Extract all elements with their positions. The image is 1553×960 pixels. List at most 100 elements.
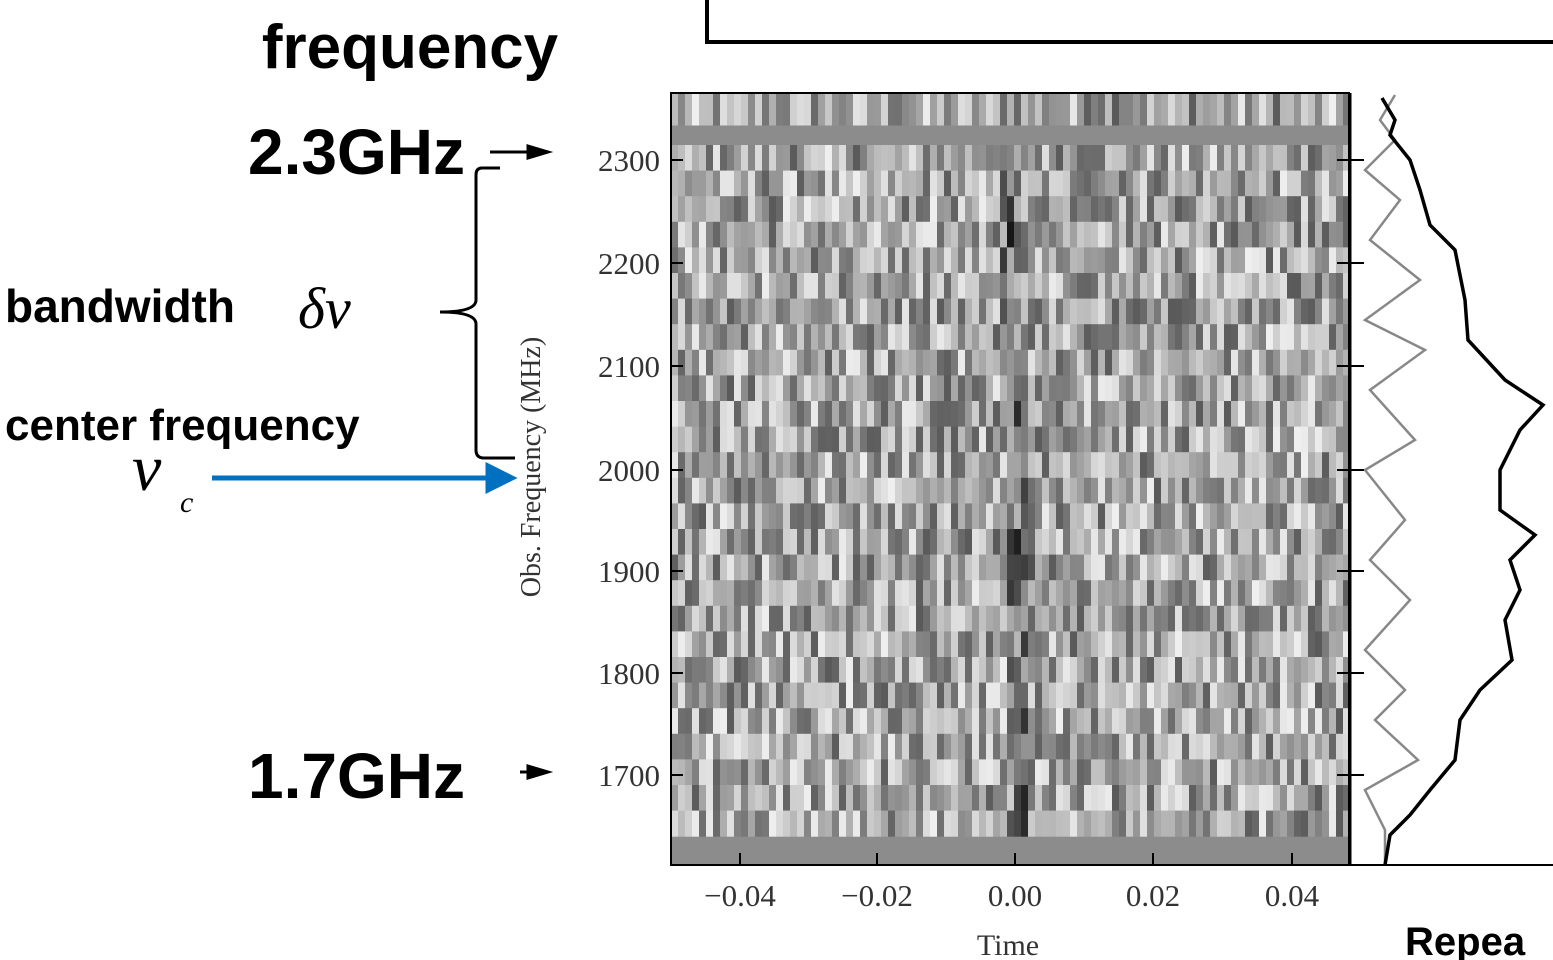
cell (979, 759, 987, 786)
cell (1280, 580, 1288, 607)
cell (860, 529, 868, 556)
cell (1168, 247, 1176, 274)
cell (951, 401, 959, 428)
cell (1259, 810, 1267, 837)
cell (860, 708, 868, 735)
cell (692, 708, 700, 735)
cell (685, 785, 693, 812)
cell (1014, 145, 1022, 172)
cell (1322, 682, 1330, 709)
cell (1329, 375, 1337, 402)
cell (762, 810, 770, 837)
cell (923, 426, 931, 453)
cell (895, 631, 903, 658)
cell (1294, 810, 1302, 837)
cell (972, 580, 980, 607)
cell (958, 93, 966, 126)
cell (1084, 529, 1092, 556)
cell (1217, 529, 1225, 556)
cell (1231, 170, 1239, 197)
cell (734, 196, 742, 223)
cell (678, 580, 686, 607)
cell (1126, 426, 1134, 453)
cell (790, 221, 798, 248)
cell (1175, 503, 1183, 530)
cell (1343, 785, 1351, 812)
cell (1336, 605, 1344, 632)
cell (965, 273, 973, 300)
cell (692, 529, 700, 556)
cell (951, 631, 959, 658)
cell (1014, 170, 1022, 197)
cell (692, 810, 700, 837)
cell (1259, 93, 1267, 126)
cell (881, 452, 889, 479)
cell (1154, 298, 1162, 325)
cell (790, 785, 798, 812)
cell (1287, 810, 1295, 837)
cell (909, 503, 917, 530)
cell (1287, 375, 1295, 402)
cell (937, 682, 945, 709)
cell (839, 759, 847, 786)
cell (762, 170, 770, 197)
cell (937, 401, 945, 428)
cell (804, 554, 812, 581)
cell (1126, 785, 1134, 812)
cell (692, 426, 700, 453)
cell (1035, 605, 1043, 632)
cell (951, 657, 959, 684)
cell (727, 529, 735, 556)
cell (1070, 426, 1078, 453)
cell (1329, 93, 1337, 126)
cell (1210, 93, 1218, 126)
cell (832, 529, 840, 556)
cell (1119, 221, 1127, 248)
cell (1140, 477, 1148, 504)
cell (832, 196, 840, 223)
cell (1238, 810, 1246, 837)
cell (1147, 477, 1155, 504)
cell (839, 247, 847, 274)
cell (1266, 529, 1274, 556)
cell (762, 605, 770, 632)
cell (1329, 247, 1337, 274)
cell (1315, 682, 1323, 709)
cell (1077, 273, 1085, 300)
cell (1105, 503, 1113, 530)
cell (734, 93, 742, 126)
cell (1273, 298, 1281, 325)
cell (1252, 682, 1260, 709)
cell (1140, 503, 1148, 530)
cell (1259, 708, 1267, 735)
cell (811, 529, 819, 556)
cell (874, 682, 882, 709)
cell (741, 426, 749, 453)
cell (895, 247, 903, 274)
cell (1042, 785, 1050, 812)
cell (1301, 554, 1309, 581)
cell (1175, 145, 1183, 172)
cell (1336, 631, 1344, 658)
cell (860, 324, 868, 351)
cell (1252, 529, 1260, 556)
cell (867, 733, 875, 760)
cell (846, 298, 854, 325)
cell (909, 426, 917, 453)
cell (986, 785, 994, 812)
cell (1098, 426, 1106, 453)
cell (776, 682, 784, 709)
cell (1245, 529, 1253, 556)
cell (1070, 810, 1078, 837)
cell (1070, 477, 1078, 504)
cell (699, 529, 707, 556)
cell (1217, 503, 1225, 530)
cell (671, 657, 679, 684)
cell (790, 503, 798, 530)
cell (755, 93, 763, 126)
cell (951, 93, 959, 126)
cell (846, 631, 854, 658)
cell (993, 221, 1001, 248)
cell (923, 554, 931, 581)
cell (909, 401, 917, 428)
